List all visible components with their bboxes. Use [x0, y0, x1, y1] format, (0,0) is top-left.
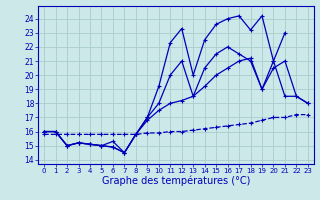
- X-axis label: Graphe des températures (°C): Graphe des températures (°C): [102, 176, 250, 186]
